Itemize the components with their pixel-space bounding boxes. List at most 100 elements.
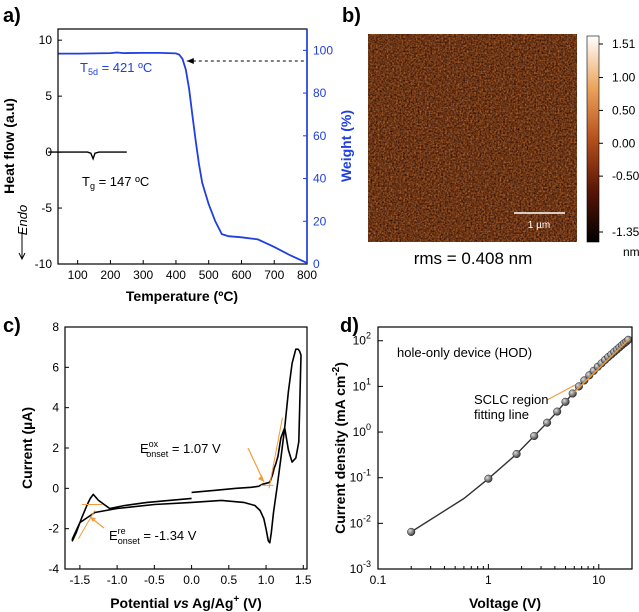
t5d-sub: 5d — [88, 67, 98, 77]
d-ytick-label: 10-3 — [350, 559, 371, 576]
panel-c-label: c) — [3, 315, 21, 337]
cv-curve — [71, 348, 302, 544]
colorbar-tick-label: 1.00 — [612, 71, 636, 85]
panel-a-ylabel-right: Weight (%) — [338, 110, 354, 182]
colorbar-tick-label: -1.35 — [612, 225, 639, 239]
panel-d-xlabel: Voltage (V) — [469, 595, 541, 611]
e-ox-annotation: Eox onset = 1.07 V — [140, 439, 221, 459]
panel-d-label: d) — [340, 315, 359, 337]
c-ytick-label: 8 — [52, 320, 59, 334]
tangent-line — [77, 510, 96, 540]
c-ytick-label: 4 — [52, 401, 59, 415]
sclc-annotation-2: fitting line — [474, 407, 529, 422]
a-xtick-label: 100 — [68, 268, 88, 282]
ylabel-d-part-1: Current density (mA cm — [332, 376, 348, 534]
panel-c-marks: -1.5 -1.0 -0.5 0.0 0.5 1.0 1.5 -4 -2 0 2 4 6 8 — [48, 320, 312, 587]
d-ytick-exp: -1 — [363, 468, 371, 478]
a-ytick-right-label: 60 — [313, 129, 327, 143]
eox-val: = 1.07 V — [168, 441, 221, 456]
hod-data-point — [530, 431, 539, 441]
d-ytick-exp: 2 — [366, 331, 371, 341]
d-ytick-label: 10-2 — [350, 513, 371, 530]
a-ytick-right-label: 0 — [313, 257, 320, 271]
xlabel-part-1: Potential — [110, 595, 173, 611]
a-ytick-right-label: 80 — [313, 86, 327, 100]
panel-d-frame — [377, 326, 633, 570]
a-ytick-right-label: 40 — [313, 172, 327, 186]
hod-data-point — [561, 397, 570, 406]
afm-texture-light — [368, 34, 577, 242]
a-ytick-left-label: 5 — [45, 89, 52, 103]
hod-data-point — [580, 376, 589, 385]
scale-bar-label: 1 µm — [528, 220, 550, 231]
xlabel-part-2: Ag/Ag — [189, 595, 234, 611]
sclc-pointer — [546, 384, 576, 401]
a-ytick-right-label: 20 — [313, 214, 327, 228]
c-ytick-label: 6 — [52, 360, 59, 374]
eox-pointer-head — [258, 475, 264, 482]
xlabel-part-sup: + — [233, 594, 239, 605]
a-xtick-label: 700 — [264, 268, 284, 282]
panel-a-marks: 100 200 300 400 500 600 700 800 -10 -5 0 5 100 20 40 60… — [35, 33, 334, 282]
ylabel-d-sup: -2 — [331, 366, 342, 375]
scale-bar: 1 µm — [514, 212, 565, 231]
eox-base: E — [140, 441, 149, 456]
hod-data-point — [543, 418, 552, 427]
d-xtick-label: 10 — [592, 573, 606, 587]
panel-c-ylabel: Current (µA) — [19, 407, 35, 489]
dsc-curve — [48, 151, 127, 161]
c-ytick-label: -4 — [48, 562, 59, 576]
eox-sup: ox — [149, 439, 159, 449]
d-ytick-label: 101 — [353, 376, 371, 393]
xlabel-part-vs: vs — [173, 595, 189, 611]
c-ytick-label: 2 — [52, 441, 59, 455]
a-ytick-left-label: -10 — [35, 257, 53, 271]
t5d-annotation: T5d = 421 ºC — [80, 60, 152, 77]
hod-legend: hole-only device (HOD) — [397, 345, 532, 360]
hod-data-point — [553, 407, 562, 416]
a-ytick-left-label: -5 — [41, 201, 52, 215]
tga-curve — [58, 51, 308, 264]
sclc-fit-line — [573, 338, 630, 393]
panel-a-xlabel: Temperature (ºC) — [126, 288, 238, 304]
a-ytick-right-label: 100 — [313, 43, 333, 57]
tg-base: T — [82, 174, 90, 189]
panel-a-ylabel-left: Heat flow (a.u) — [1, 98, 17, 194]
hod-data-point — [484, 474, 493, 483]
d-ytick-base: 10 — [353, 425, 367, 439]
colorbar-unit: nm — [623, 245, 639, 259]
c-xtick-label: -0.5 — [144, 573, 165, 587]
ere-val: = -1.34 V — [140, 528, 197, 543]
a-xtick-label: 300 — [133, 268, 153, 282]
t5d-arrowhead — [186, 58, 194, 65]
c-ytick-label: 0 — [52, 481, 59, 495]
d-ytick-base: 10 — [353, 334, 367, 348]
c-xtick-label: -1.5 — [70, 573, 91, 587]
d-xtick-label: 0.1 — [370, 573, 387, 587]
d-xtick-label: 1 — [485, 573, 492, 587]
a-xtick-label: 400 — [166, 268, 186, 282]
d-ytick-base: 10 — [353, 379, 367, 393]
tg-annotation: Tg = 147 ºC — [82, 174, 149, 191]
colorbar-tick-label: 0.00 — [612, 136, 636, 150]
d-ytick-label: 102 — [353, 331, 371, 348]
panel-c-xlabel: Potential vs Ag/Ag+ (V) — [110, 594, 262, 611]
a-ytick-left-label: 10 — [39, 33, 53, 47]
xlabel-part-3: (V) — [239, 595, 262, 611]
t5d-val: = 421 ºC — [98, 60, 152, 75]
ere-pointer-head — [90, 517, 96, 522]
d-ytick-exp: -2 — [363, 513, 371, 523]
c-xtick-label: -1.0 — [107, 573, 128, 587]
panel-d-ylabel: Current density (mA cm-2) — [331, 362, 348, 534]
tg-sub: g — [90, 181, 95, 191]
panel-a-label: a) — [3, 5, 21, 27]
e-re-annotation: Ere onset = -1.34 V — [109, 526, 197, 546]
colorbar-tick-label: -0.50 — [612, 169, 639, 183]
ere-sub: onset — [118, 536, 141, 546]
c-xtick-label: 1.5 — [295, 573, 312, 587]
a-xtick-label: 600 — [231, 268, 251, 282]
c-ytick-label: -2 — [48, 522, 59, 536]
ere-base: E — [109, 528, 118, 543]
hod-data-point — [407, 527, 416, 536]
ylabel-d-part-2: ) — [332, 362, 348, 367]
